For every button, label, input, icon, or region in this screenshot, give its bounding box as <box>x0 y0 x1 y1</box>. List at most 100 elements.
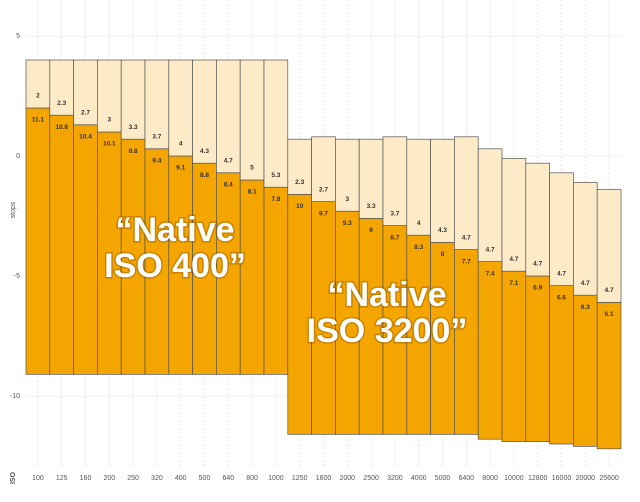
data-label: 2 <box>36 93 40 100</box>
data-label: 4 <box>417 220 421 227</box>
data-label: 7.7 <box>462 258 471 265</box>
data-label: 8.7 <box>390 234 399 241</box>
data-label: 6.9 <box>533 285 542 292</box>
annotation: “Native <box>115 211 234 249</box>
data-label: 4.3 <box>200 148 209 155</box>
data-label: 7.1 <box>509 280 518 287</box>
data-label: 3.7 <box>152 134 161 141</box>
data-label: 9.4 <box>152 158 161 165</box>
bar-segment <box>549 172 574 286</box>
data-label: 8.4 <box>224 182 233 189</box>
x-tick-label: 1250 <box>292 475 308 482</box>
bar-segment <box>549 285 574 445</box>
bar-segment <box>596 189 622 303</box>
data-label: 8.8 <box>200 172 209 179</box>
data-label: 10 <box>296 203 304 210</box>
data-label: 3.3 <box>367 203 376 210</box>
data-label: 2.7 <box>319 186 328 193</box>
bar-segment <box>525 162 550 277</box>
bar-segment <box>573 182 598 296</box>
data-label: 8.3 <box>414 244 423 251</box>
annotation: ISO 3200” <box>307 312 468 350</box>
data-label: 7.8 <box>271 196 280 203</box>
x-tick-label: 16000 <box>552 475 572 482</box>
data-label: 4.7 <box>581 280 590 287</box>
data-label: 10.4 <box>79 134 92 141</box>
x-tick-label: 3200 <box>387 475 403 482</box>
data-label: 4.3 <box>438 227 447 234</box>
x-tick-label: 800 <box>246 475 258 482</box>
data-label: 4.7 <box>224 158 233 165</box>
x-tick-label: 8000 <box>482 475 498 482</box>
bar-segment <box>216 59 241 174</box>
bar-segment <box>525 275 550 442</box>
x-tick-label: 4000 <box>411 475 427 482</box>
data-label: 8 <box>441 251 445 258</box>
data-label: 8.1 <box>248 189 257 196</box>
y-tick-label: 5 <box>16 33 20 40</box>
data-label: 11.1 <box>32 117 45 124</box>
data-label: 6.1 <box>605 311 614 318</box>
data-label: 10.1 <box>103 141 116 148</box>
x-tick-label: 2500 <box>363 475 379 482</box>
data-label: 4.7 <box>533 261 542 268</box>
bar-segment <box>501 270 527 442</box>
x-tick-label: 5000 <box>435 475 451 482</box>
bar-segment <box>49 114 74 375</box>
bar-segment <box>239 59 265 181</box>
bar-segment <box>454 136 479 250</box>
annotation: ISO 400” <box>104 247 246 285</box>
data-label: 5 <box>250 165 254 172</box>
data-label: 3.7 <box>390 210 399 217</box>
data-label: 3 <box>345 196 349 203</box>
bar-segment <box>263 186 289 375</box>
x-tick-label: 400 <box>175 475 187 482</box>
data-label: 9 <box>369 227 373 234</box>
y-axis-label: stops <box>10 201 17 218</box>
data-label: 2.3 <box>57 100 66 107</box>
x-tick-label: 500 <box>199 475 211 482</box>
y-tick-label: 0 <box>16 153 20 160</box>
bar-segment <box>25 107 51 375</box>
data-label: 4.7 <box>509 256 518 263</box>
x-tick-label: 1000 <box>268 475 284 482</box>
data-label: 2.3 <box>295 179 304 186</box>
data-label: 4.7 <box>557 270 566 277</box>
data-label: 4 <box>179 141 183 148</box>
data-label: 4.7 <box>486 246 495 253</box>
bar-segment <box>596 302 622 450</box>
bar-segment <box>73 124 98 375</box>
bar-segment <box>573 294 598 447</box>
x-tick-label: 320 <box>151 475 163 482</box>
x-tick-label: 125 <box>56 475 68 482</box>
data-label: 9.7 <box>319 210 328 217</box>
data-label: 4.7 <box>605 287 614 294</box>
bar-segment <box>477 261 503 440</box>
x-tick-label: 25600 <box>599 475 619 482</box>
x-tick-label: 200 <box>103 475 115 482</box>
x-tick-label: 160 <box>80 475 92 482</box>
data-label: 4.7 <box>462 234 471 241</box>
data-label: 9.8 <box>129 148 138 155</box>
x-tick-label: 6400 <box>459 475 475 482</box>
x-tick-label: 12800 <box>528 475 548 482</box>
data-label: 3 <box>107 117 111 124</box>
data-label: 6.6 <box>557 294 566 301</box>
x-tick-label: 250 <box>127 475 139 482</box>
x-tick-label: 640 <box>222 475 234 482</box>
x-axis-label: ISO <box>10 471 17 484</box>
y-tick-label: -5 <box>14 273 20 280</box>
data-label: 7.4 <box>486 270 495 277</box>
x-tick-label: 1600 <box>316 475 332 482</box>
bar-segment <box>477 148 503 262</box>
x-tick-label: 20000 <box>576 475 596 482</box>
data-label: 3.3 <box>129 124 138 131</box>
data-label: 9.1 <box>176 165 185 172</box>
data-label: 10.8 <box>55 124 68 131</box>
annotation: “Native <box>327 276 446 314</box>
data-label: 6.3 <box>581 304 590 311</box>
data-label: 2.7 <box>81 110 90 117</box>
data-label: 9.3 <box>343 220 352 227</box>
x-tick-label: 2000 <box>340 475 356 482</box>
